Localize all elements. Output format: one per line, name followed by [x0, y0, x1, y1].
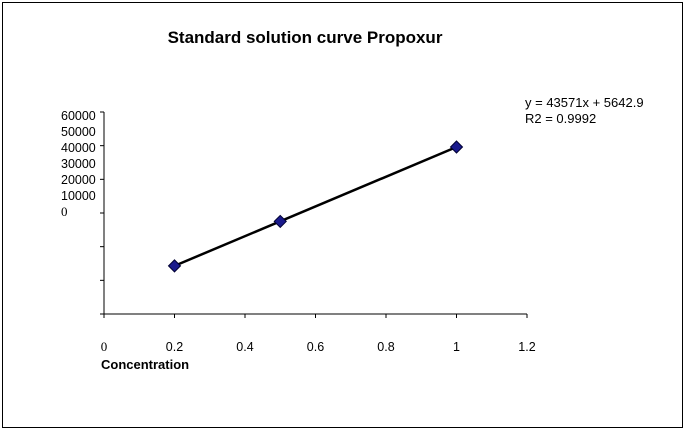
data-point-marker	[273, 214, 287, 229]
x-tick-labels: 0 0.2 0.4 0.6 0.8 1 1.2	[101, 339, 536, 354]
x-tick-label: 0.4	[236, 340, 253, 354]
y-tick-label: 0	[61, 204, 68, 219]
trendline-equation: y = 43571x + 5642.9	[525, 95, 644, 110]
x-axis-label: Concentration	[101, 357, 189, 372]
y-tick-label: 30000	[61, 157, 96, 171]
y-tick-label: 50000	[61, 125, 96, 139]
scatter-chart: Standard solution curve Propoxur 60000 50…	[61, 28, 644, 372]
y-tick-label: 60000	[61, 109, 96, 123]
x-tick-label: 0.6	[307, 340, 324, 354]
axes	[100, 111, 528, 318]
data-point-marker	[167, 259, 182, 273]
data-point-marker	[449, 140, 464, 154]
trendline-line	[174, 145, 457, 268]
y-tick-label: 10000	[61, 189, 96, 203]
chart-frame: Standard solution curve Propoxur 60000 50…	[2, 2, 683, 428]
x-tick-label: 0	[101, 339, 108, 354]
x-tick-label: 1.2	[518, 340, 535, 354]
x-tick-label: 0.2	[166, 340, 183, 354]
y-tick-label: 40000	[61, 141, 96, 155]
x-tick-label: 0.8	[377, 340, 394, 354]
trendline	[174, 145, 457, 268]
chart-title: Standard solution curve Propoxur	[168, 28, 443, 47]
data-points	[167, 140, 464, 273]
trendline-r2: R2 = 0.9992	[525, 111, 596, 126]
y-tick-label: 20000	[61, 173, 96, 187]
x-tick-label: 1	[453, 340, 460, 354]
